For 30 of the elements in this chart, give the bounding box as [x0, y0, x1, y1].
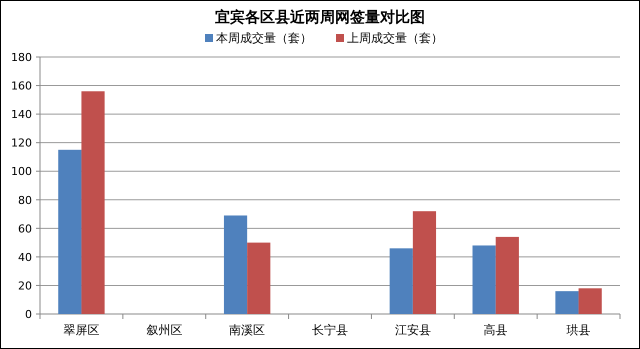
chart-title: 宜宾各区县近两周网签量对比图: [215, 8, 425, 26]
bar: [224, 215, 248, 314]
y-tick-label: 140: [11, 108, 32, 122]
y-tick-label: 160: [11, 80, 32, 93]
y-tick-label: 0: [25, 308, 32, 321]
bar: [555, 291, 579, 314]
y-tick-label: 80: [18, 194, 32, 207]
y-tick-label: 180: [11, 51, 32, 64]
bar: [496, 236, 519, 314]
y-tick-label: 40: [18, 250, 32, 264]
bar: [472, 245, 496, 314]
x-tick-label: 叙州区: [146, 323, 182, 337]
x-tick-label: 江安县: [394, 323, 431, 337]
bar: [390, 248, 413, 314]
x-tick-label: 高县: [484, 323, 508, 337]
x-tick-label: 珙县: [566, 323, 591, 337]
bar: [81, 91, 105, 314]
bar: [412, 211, 436, 314]
y-tick-label: 120: [11, 136, 32, 150]
legend-label: 上周成交量（套）: [347, 31, 443, 45]
x-tick-label: 翠屏区: [63, 323, 100, 337]
y-tick-label: 60: [18, 222, 32, 236]
legend-label: 本周成交量（套）: [216, 31, 312, 45]
y-tick-label: 100: [11, 165, 32, 178]
y-tick-label: 20: [18, 279, 32, 292]
x-tick-label: 南溪区: [229, 323, 266, 337]
bar: [58, 150, 82, 314]
bar: [578, 288, 602, 314]
x-tick-label: 长宁县: [312, 323, 348, 337]
bar: [247, 242, 270, 314]
